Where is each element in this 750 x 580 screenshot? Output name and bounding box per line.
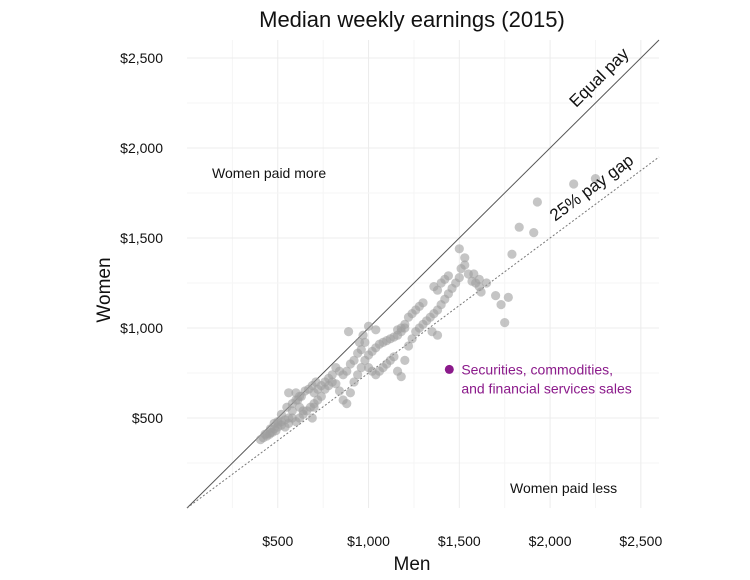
data-point <box>343 327 354 337</box>
data-point <box>349 377 359 387</box>
data-point <box>507 249 517 259</box>
data-point <box>294 391 305 401</box>
data-point <box>396 372 406 382</box>
annotation-women-paid-less: Women paid less <box>510 480 617 496</box>
x-tick-label: $500 <box>262 533 293 549</box>
data-point <box>342 399 352 409</box>
data-point <box>460 260 470 270</box>
data-point <box>389 352 399 362</box>
x-tick-label: $2,500 <box>619 533 662 549</box>
pay-gap-label: 25% pay gap <box>546 151 637 225</box>
data-point <box>353 370 363 380</box>
data-point <box>481 278 492 288</box>
data-point <box>500 318 510 328</box>
data-point <box>403 312 414 322</box>
y-axis-ticks: $500 $1,000 $1,500 $2,000 $2,500 <box>120 50 163 426</box>
x-axis-label: Men <box>394 554 431 575</box>
data-point <box>496 300 506 310</box>
x-tick-label: $1,500 <box>438 533 481 549</box>
data-point <box>353 348 363 358</box>
data-point <box>345 359 355 369</box>
data-point <box>443 271 454 281</box>
data-point <box>529 228 539 238</box>
data-point <box>569 179 579 189</box>
data-point <box>298 406 308 416</box>
x-tick-label: $2,000 <box>529 533 572 549</box>
data-point <box>358 330 368 340</box>
data-point <box>309 402 319 412</box>
data-point <box>345 388 355 398</box>
y-tick-label: $2,500 <box>120 50 163 66</box>
data-point <box>392 325 403 335</box>
data-point <box>363 321 374 331</box>
data-point <box>400 355 410 365</box>
data-point <box>491 291 501 301</box>
annotation-women-paid-more: Women paid more <box>212 165 326 181</box>
data-point <box>356 363 366 373</box>
data-point <box>454 244 464 254</box>
data-point <box>262 429 272 439</box>
chart-title: Median weekly earnings (2015) <box>259 7 565 32</box>
grid <box>187 40 659 508</box>
data-point <box>514 222 524 232</box>
y-tick-label: $2,000 <box>120 140 163 156</box>
y-axis-label: Women <box>94 257 115 322</box>
highlight-label-line-2: and financial services sales <box>461 380 631 396</box>
data-point <box>316 391 326 401</box>
data-point <box>331 379 341 389</box>
y-tick-label: $1,500 <box>120 230 163 246</box>
data-point <box>354 337 365 347</box>
y-tick-label: $500 <box>132 410 163 426</box>
data-point <box>403 341 414 351</box>
data-point <box>474 274 484 284</box>
y-tick-label: $1,000 <box>120 320 163 336</box>
data-point <box>331 363 341 373</box>
highlight-label-line-1: Securities, commodities, <box>461 361 613 377</box>
data-point <box>334 386 345 396</box>
x-axis-ticks: $500 $1,000 $1,500 $2,000 $2,500 <box>262 533 662 549</box>
equal-pay-label: Equal pay <box>566 44 633 111</box>
data-point <box>590 174 601 184</box>
data-points <box>255 174 601 445</box>
data-point <box>532 197 542 207</box>
highlight-point <box>444 364 454 374</box>
data-point <box>309 388 319 398</box>
data-point <box>432 330 443 340</box>
data-point <box>503 292 513 302</box>
data-point <box>476 287 486 297</box>
data-point <box>371 325 381 335</box>
data-point <box>454 273 464 283</box>
data-point <box>307 413 317 423</box>
data-point <box>287 406 297 416</box>
data-point <box>407 334 417 344</box>
pay-gap-line <box>186 156 660 509</box>
data-point <box>460 253 470 263</box>
x-tick-label: $1,000 <box>347 533 390 549</box>
data-point <box>432 285 443 295</box>
data-point <box>284 388 294 398</box>
